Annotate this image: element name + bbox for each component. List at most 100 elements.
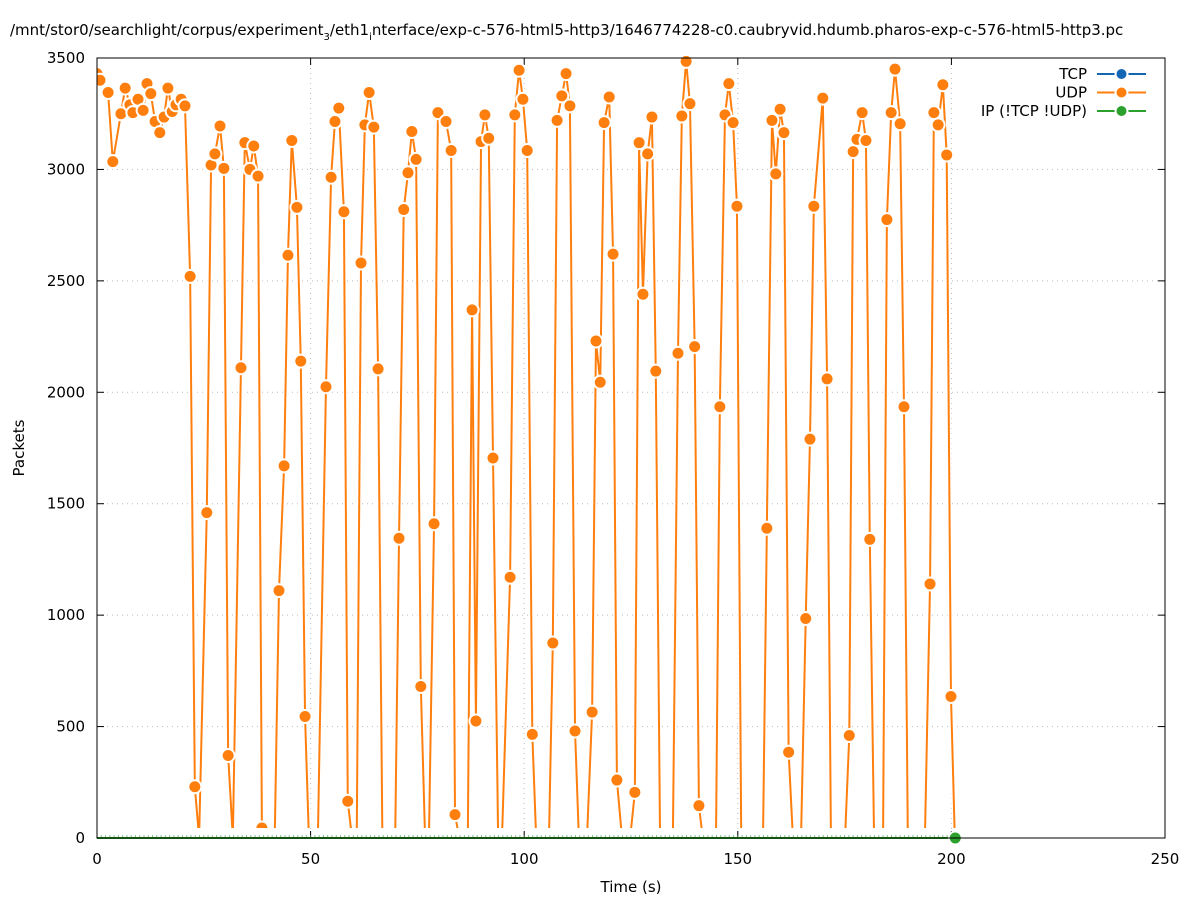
axis-ticks: 0 50 100 150 200 2500500100015002000250030003… [47, 49, 1180, 868]
udp-point [892, 116, 908, 132]
udp-point [323, 169, 339, 185]
legend-marker [1114, 67, 1129, 81]
udp-point [297, 709, 313, 725]
y-tick-label: 2500 [47, 272, 85, 290]
udp-point [674, 108, 690, 124]
udp-point [605, 246, 621, 262]
udp-point [545, 635, 561, 651]
udp-point [854, 105, 870, 121]
udp-point [935, 77, 951, 93]
udp-point [396, 202, 412, 218]
y-axis-label: Packets [10, 419, 28, 476]
x-tick-label: 100 [510, 850, 539, 868]
udp-point [485, 450, 501, 466]
udp-point [187, 779, 203, 795]
udp-point [644, 109, 660, 125]
udp-point [254, 820, 270, 828]
udp-point [413, 678, 429, 694]
udp-point [678, 53, 694, 69]
x-axis-label: Time (s) [600, 878, 662, 896]
udp-point [764, 112, 780, 128]
udp-point [477, 107, 493, 123]
udp-point [635, 286, 651, 302]
udp-point [879, 212, 895, 228]
udp-point [152, 125, 168, 141]
udp-point [271, 583, 287, 599]
udp-point [562, 98, 578, 114]
udp-point [887, 61, 903, 77]
udp-point [293, 353, 309, 369]
udp-point [391, 530, 407, 546]
udp-point [143, 86, 159, 102]
y-tick-label: 500 [56, 718, 85, 736]
udp-point [815, 90, 831, 106]
udp-point [922, 576, 938, 592]
udp-point [609, 772, 625, 788]
udp-point [819, 371, 835, 387]
udp-point [725, 115, 741, 131]
udp-point [519, 142, 535, 158]
udp-point [601, 89, 617, 105]
udp-point [177, 98, 193, 114]
x-tick-label: 0 [92, 850, 102, 868]
udp-point [340, 793, 356, 809]
udp-point [207, 146, 223, 162]
udp-point [502, 569, 518, 585]
udp-point [802, 431, 818, 447]
legend-marker [1114, 85, 1129, 100]
udp-point [926, 105, 942, 121]
udp-point [558, 66, 574, 82]
udp-point [336, 204, 352, 220]
udp-point [584, 704, 600, 720]
udp-point [199, 505, 215, 521]
udp-point [331, 100, 347, 116]
udp-line [97, 61, 956, 828]
y-tick-label: 3500 [47, 49, 85, 67]
legend-marker [1114, 104, 1129, 118]
udp-point [549, 112, 565, 128]
udp-point [631, 135, 647, 151]
udp-point [729, 198, 745, 214]
udp-point [588, 333, 604, 349]
udp-point [939, 147, 955, 163]
udp-point [135, 102, 151, 118]
udp-point [97, 72, 108, 88]
udp-point [862, 531, 878, 547]
udp-point [443, 142, 459, 158]
udp-point [246, 138, 262, 154]
udp-point [289, 199, 305, 215]
series-udp [97, 53, 959, 828]
x-tick-label: 250 [1151, 850, 1180, 868]
legend-label: TCP [1058, 65, 1087, 83]
udp-point [216, 160, 232, 176]
udp-point [806, 198, 822, 214]
udp-point [105, 154, 121, 170]
udp-point [426, 516, 442, 532]
legend-label: IP (!TCP !UDP) [981, 102, 1087, 120]
udp-point [687, 339, 703, 355]
y-tick-label: 0 [75, 829, 85, 847]
udp-point [670, 345, 686, 361]
udp-point [280, 247, 296, 263]
udp-point [276, 458, 292, 474]
udp-point [648, 363, 664, 379]
series-layer [96, 53, 963, 846]
udp-point [284, 132, 300, 148]
udp-point [117, 80, 133, 96]
x-tick-label: 200 [937, 850, 966, 868]
udp-point [182, 268, 198, 284]
udp-point [438, 114, 454, 130]
udp-point [781, 744, 797, 760]
udp-point [220, 748, 236, 764]
udp-point [883, 105, 899, 121]
udp-point [511, 62, 527, 78]
udp-point [327, 114, 343, 130]
udp-point [233, 360, 249, 376]
udp-point [212, 118, 228, 134]
udp-point [447, 807, 463, 823]
udp-point [468, 713, 484, 729]
udp-point [408, 151, 424, 167]
udp-point [768, 166, 784, 182]
